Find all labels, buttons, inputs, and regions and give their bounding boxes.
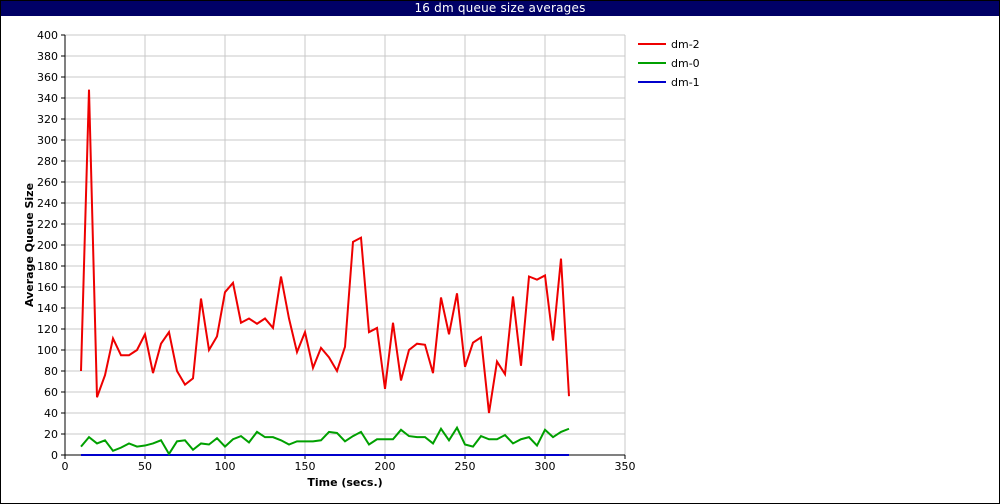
y-tick-label: 320 (37, 113, 58, 126)
data-series (80, 89, 570, 456)
y-tick-label: 200 (37, 239, 58, 252)
y-tick-labels: 0 20 40 60 80 100 120 140 160 180 200 220 240 260 280 3… (37, 29, 65, 462)
y-tick-label: 160 (37, 281, 58, 294)
y-tick-label: 300 (37, 134, 58, 147)
x-tick-labels: 0 50 100 150 200 250 300 350 (62, 455, 636, 473)
y-tick-label: 280 (37, 155, 58, 168)
y-tick-label: 80 (44, 365, 58, 378)
x-tick-label: 250 (455, 460, 476, 473)
x-tick-label: 100 (215, 460, 236, 473)
x-axis-title: Time (secs.) (307, 476, 382, 489)
y-tick-label: 260 (37, 176, 58, 189)
legend: dm-2 dm-0 dm-1 (638, 38, 700, 89)
y-tick-label: 380 (37, 50, 58, 63)
x-tick-label: 0 (62, 460, 69, 473)
x-tick-label: 150 (295, 460, 316, 473)
y-tick-label: 0 (51, 449, 58, 462)
x-tick-label: 200 (375, 460, 396, 473)
y-tick-label: 220 (37, 218, 58, 231)
legend-label-dm-2: dm-2 (671, 38, 700, 51)
y-tick-label: 360 (37, 71, 58, 84)
x-tick-label: 50 (138, 460, 152, 473)
series-line-dm-2 (80, 89, 570, 414)
y-tick-label: 40 (44, 407, 58, 420)
x-tick-label: 300 (535, 460, 556, 473)
y-tick-label: 240 (37, 197, 58, 210)
y-tick-label: 180 (37, 260, 58, 273)
legend-label-dm-0: dm-0 (671, 57, 700, 70)
y-tick-label: 60 (44, 386, 58, 399)
x-tick-label: 350 (615, 460, 636, 473)
y-tick-label: 340 (37, 92, 58, 105)
y-tick-label: 20 (44, 428, 58, 441)
series-line-dm-0 (80, 425, 570, 456)
grid-lines (64, 34, 626, 456)
chart-title: 16 dm queue size averages (1, 1, 999, 16)
y-tick-label: 140 (37, 302, 58, 315)
legend-label-dm-1: dm-1 (671, 76, 700, 89)
y-axis-title: Average Queue Size (23, 183, 36, 307)
y-tick-label: 400 (37, 29, 58, 42)
y-tick-label: 120 (37, 323, 58, 336)
y-tick-label: 100 (37, 344, 58, 357)
